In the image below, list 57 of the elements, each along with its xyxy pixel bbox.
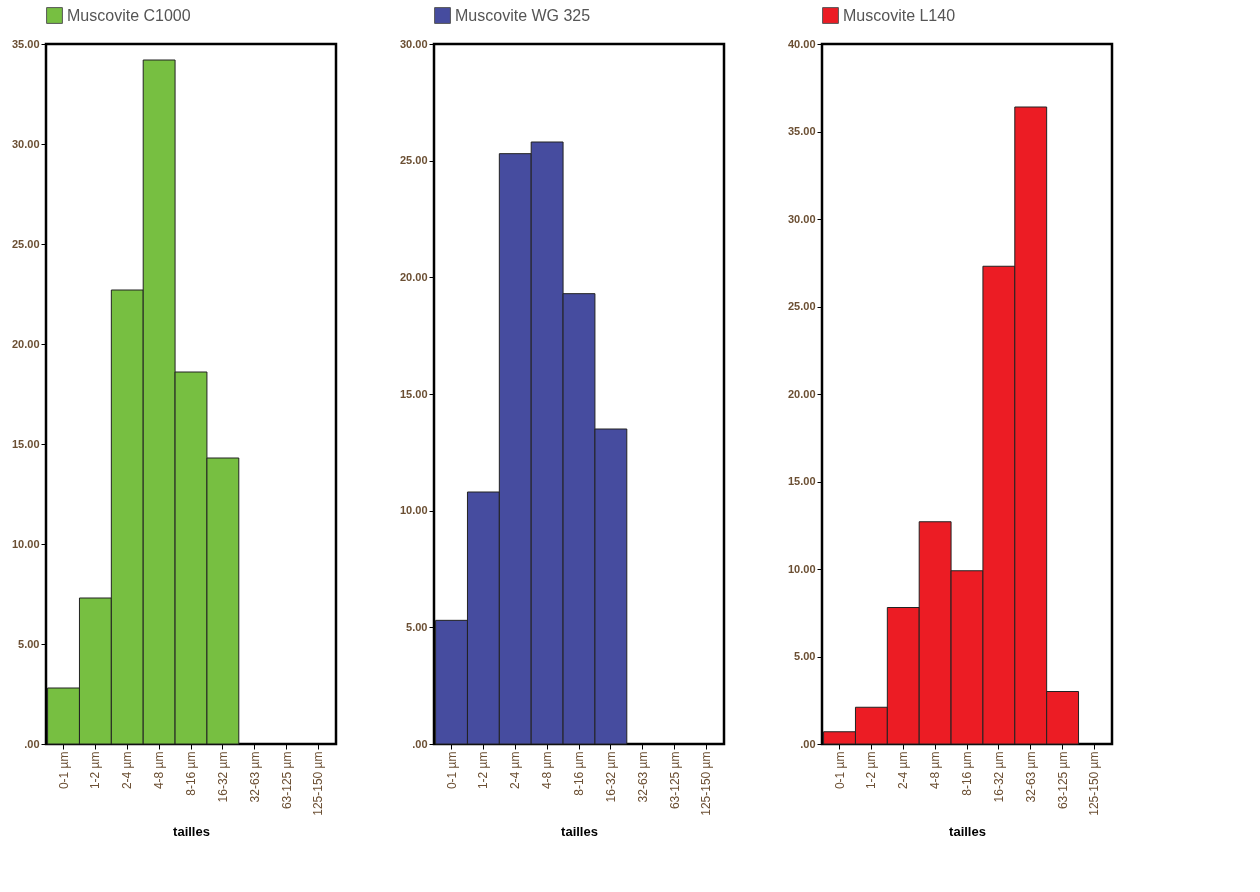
- y-tick-label: 35.00: [11, 37, 40, 50]
- x-tick-label: 0-1 µm: [56, 751, 71, 790]
- y-tick-label: 20.00: [399, 270, 428, 283]
- x-tick-label: 4-8 µm: [928, 751, 943, 790]
- x-tick-label: 1-2 µm: [476, 751, 491, 790]
- x-tick-label: 8-16 µm: [960, 751, 974, 796]
- x-tick-label: 32-63 µm: [635, 751, 650, 803]
- x-axis-title: tailles: [173, 823, 210, 839]
- x-tick-label: 1-2 µm: [88, 751, 103, 790]
- x-tick-label: 16-32 µm: [991, 751, 1006, 803]
- x-tick-label: 32-63 µm: [247, 751, 262, 803]
- x-tick-label: 4-8 µm: [540, 751, 555, 790]
- y-tick-label: .00: [800, 737, 816, 750]
- x-tick-label: 63-125 µm: [1055, 751, 1070, 810]
- y-tick-label: 25.00: [399, 154, 428, 167]
- x-tick-label: 0-1 µm: [832, 751, 847, 790]
- y-tick-label: 30.00: [11, 137, 40, 150]
- y-tick-label: 25.00: [787, 300, 816, 312]
- x-tick-label: 63-125 µm: [667, 751, 682, 810]
- x-tick-label: 125-150 µm: [311, 751, 326, 816]
- y-tick-label: 5.00: [406, 620, 428, 633]
- y-tick-label: 15.00: [399, 387, 428, 400]
- x-tick-label: 2-4 µm: [896, 751, 911, 790]
- x-tick-label: 8-16 µm: [572, 751, 586, 796]
- y-tick-label: 35.00: [787, 125, 816, 137]
- x-axis-title: tailles: [561, 823, 598, 839]
- x-tick-label: 125-150 µm: [699, 751, 714, 816]
- x-tick-label: 4-8 µm: [152, 751, 167, 790]
- x-tick-label: 16-32 µm: [603, 751, 618, 803]
- x-tick-label: 125-150 µm: [1087, 751, 1102, 816]
- y-tick-label: .00: [24, 737, 40, 750]
- legend-label: Muscovite C1000: [67, 6, 191, 24]
- y-tick-label: 20.00: [787, 387, 816, 400]
- x-tick-label: 1-2 µm: [864, 751, 879, 790]
- y-tick-label: 10.00: [787, 562, 816, 575]
- x-tick-label: 0-1 µm: [444, 751, 459, 790]
- x-tick-label: 8-16 µm: [184, 751, 198, 796]
- x-tick-label: 2-4 µm: [508, 751, 523, 790]
- y-tick-label: 5.00: [794, 650, 816, 662]
- y-tick-label: 30.00: [399, 37, 428, 50]
- y-tick-label: 20.00: [11, 337, 40, 350]
- y-tick-label: 10.00: [11, 537, 40, 550]
- y-tick-label: 10.00: [399, 504, 428, 517]
- y-tick-label: 15.00: [11, 437, 40, 450]
- x-axis-title: tailles: [949, 823, 986, 839]
- x-tick-label: 63-125 µm: [279, 751, 294, 810]
- y-tick-label: 30.00: [787, 212, 816, 225]
- x-tick-label: 2-4 µm: [120, 751, 135, 790]
- x-tick-label: 32-63 µm: [1023, 751, 1038, 803]
- legend-label: Muscovite L140: [843, 6, 956, 24]
- y-tick-label: 5.00: [18, 637, 40, 650]
- x-tick-label: 16-32 µm: [215, 751, 230, 803]
- y-tick-label: 40.00: [787, 37, 816, 50]
- y-tick-label: .00: [412, 737, 428, 750]
- legend-label: Muscovite WG 325: [455, 6, 591, 24]
- y-tick-label: 25.00: [11, 237, 40, 250]
- y-tick-label: 15.00: [787, 475, 816, 487]
